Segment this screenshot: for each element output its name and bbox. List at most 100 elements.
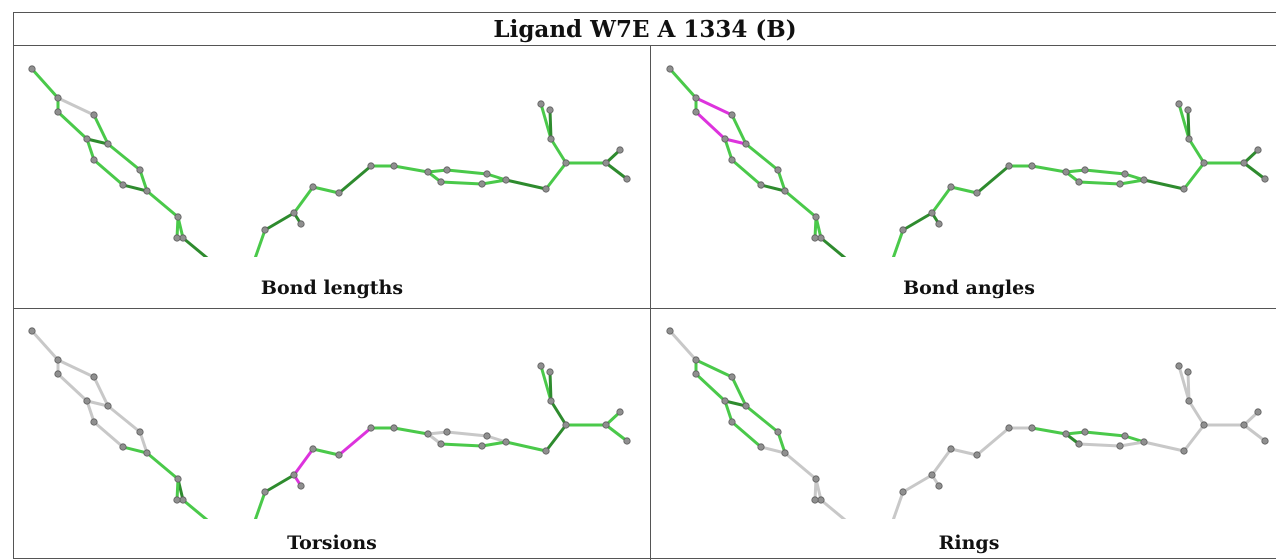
bond: [730, 420, 763, 449]
bond: [1242, 161, 1267, 181]
bond: [439, 180, 484, 186]
atom: [335, 451, 343, 459]
bond: [776, 168, 787, 193]
bond: [253, 228, 267, 257]
atom: [54, 370, 62, 378]
bond: [723, 399, 734, 424]
bond: [263, 211, 296, 232]
atom: [1081, 166, 1089, 174]
atom: [143, 449, 151, 457]
bond: [759, 183, 787, 193]
molecule-diagram-bond-lengths: [28, 65, 631, 257]
atom: [1240, 421, 1248, 429]
atom: [297, 220, 305, 228]
atom: [502, 438, 510, 446]
atom: [973, 189, 981, 197]
atom: [1121, 432, 1129, 440]
bond: [292, 447, 315, 477]
bond: [544, 161, 568, 191]
atom: [443, 428, 451, 436]
bond: [92, 375, 110, 408]
atom: [443, 166, 451, 174]
atom: [602, 421, 610, 429]
bond: [30, 67, 60, 100]
atom: [390, 162, 398, 170]
atom: [437, 440, 445, 448]
atom: [173, 234, 181, 242]
atom: [616, 146, 624, 154]
atom: [297, 482, 305, 490]
bond: [1077, 180, 1122, 186]
bond: [1142, 440, 1186, 453]
atom: [1028, 162, 1036, 170]
bond: [56, 358, 96, 379]
bond: [776, 430, 787, 455]
bond: [85, 399, 96, 424]
bond: [783, 451, 818, 481]
atom: [1075, 178, 1083, 186]
bond: [1118, 178, 1146, 186]
bond: [1077, 442, 1122, 448]
bond: [1186, 370, 1191, 403]
bond: [548, 108, 553, 141]
atom: [104, 140, 112, 148]
atom: [28, 327, 36, 335]
molecule-diagram-rings: [666, 327, 1269, 519]
bond: [548, 370, 553, 403]
atom: [547, 135, 555, 143]
bond: [694, 358, 734, 379]
atom: [1175, 100, 1183, 108]
atom: [728, 156, 736, 164]
bond: [1142, 178, 1186, 191]
atom: [83, 397, 91, 405]
atom: [935, 482, 943, 490]
bond: [480, 178, 508, 186]
atom: [437, 178, 445, 186]
bond: [504, 440, 548, 453]
bond: [1242, 423, 1267, 443]
bond: [181, 236, 209, 257]
bond: [744, 142, 780, 172]
molecule-diagram-bond-angles: [666, 65, 1269, 257]
atom: [1062, 168, 1070, 176]
atom: [1005, 162, 1013, 170]
atom: [1175, 362, 1183, 370]
atom: [542, 447, 550, 455]
atom: [261, 488, 269, 496]
atom: [1180, 447, 1188, 455]
bond: [106, 142, 142, 172]
bond: [392, 164, 430, 174]
atom: [1028, 424, 1036, 432]
atom: [290, 471, 298, 479]
bond: [1083, 430, 1127, 438]
atom: [1184, 368, 1192, 376]
atom: [623, 437, 631, 445]
atom: [812, 213, 820, 221]
bond: [1030, 164, 1068, 174]
atom: [1254, 146, 1262, 154]
bond: [1182, 423, 1206, 453]
atom: [478, 180, 486, 188]
bond: [975, 164, 1011, 195]
bond: [544, 423, 568, 453]
atom: [1200, 421, 1208, 429]
atom: [54, 94, 62, 102]
atom: [478, 442, 486, 450]
atom: [757, 443, 765, 451]
caption-bond-angles: Bond angles: [903, 277, 1035, 299]
atom: [817, 234, 825, 242]
atom: [261, 226, 269, 234]
bond: [819, 498, 847, 519]
atom: [757, 181, 765, 189]
atom: [54, 356, 62, 364]
bond: [759, 445, 787, 455]
bond: [975, 426, 1011, 457]
bond: [145, 451, 180, 481]
bond: [263, 473, 296, 494]
column-divider: [650, 46, 651, 560]
bond: [668, 329, 698, 362]
atom: [90, 373, 98, 381]
atom: [424, 430, 432, 438]
bond: [445, 430, 489, 438]
bond: [891, 490, 905, 519]
